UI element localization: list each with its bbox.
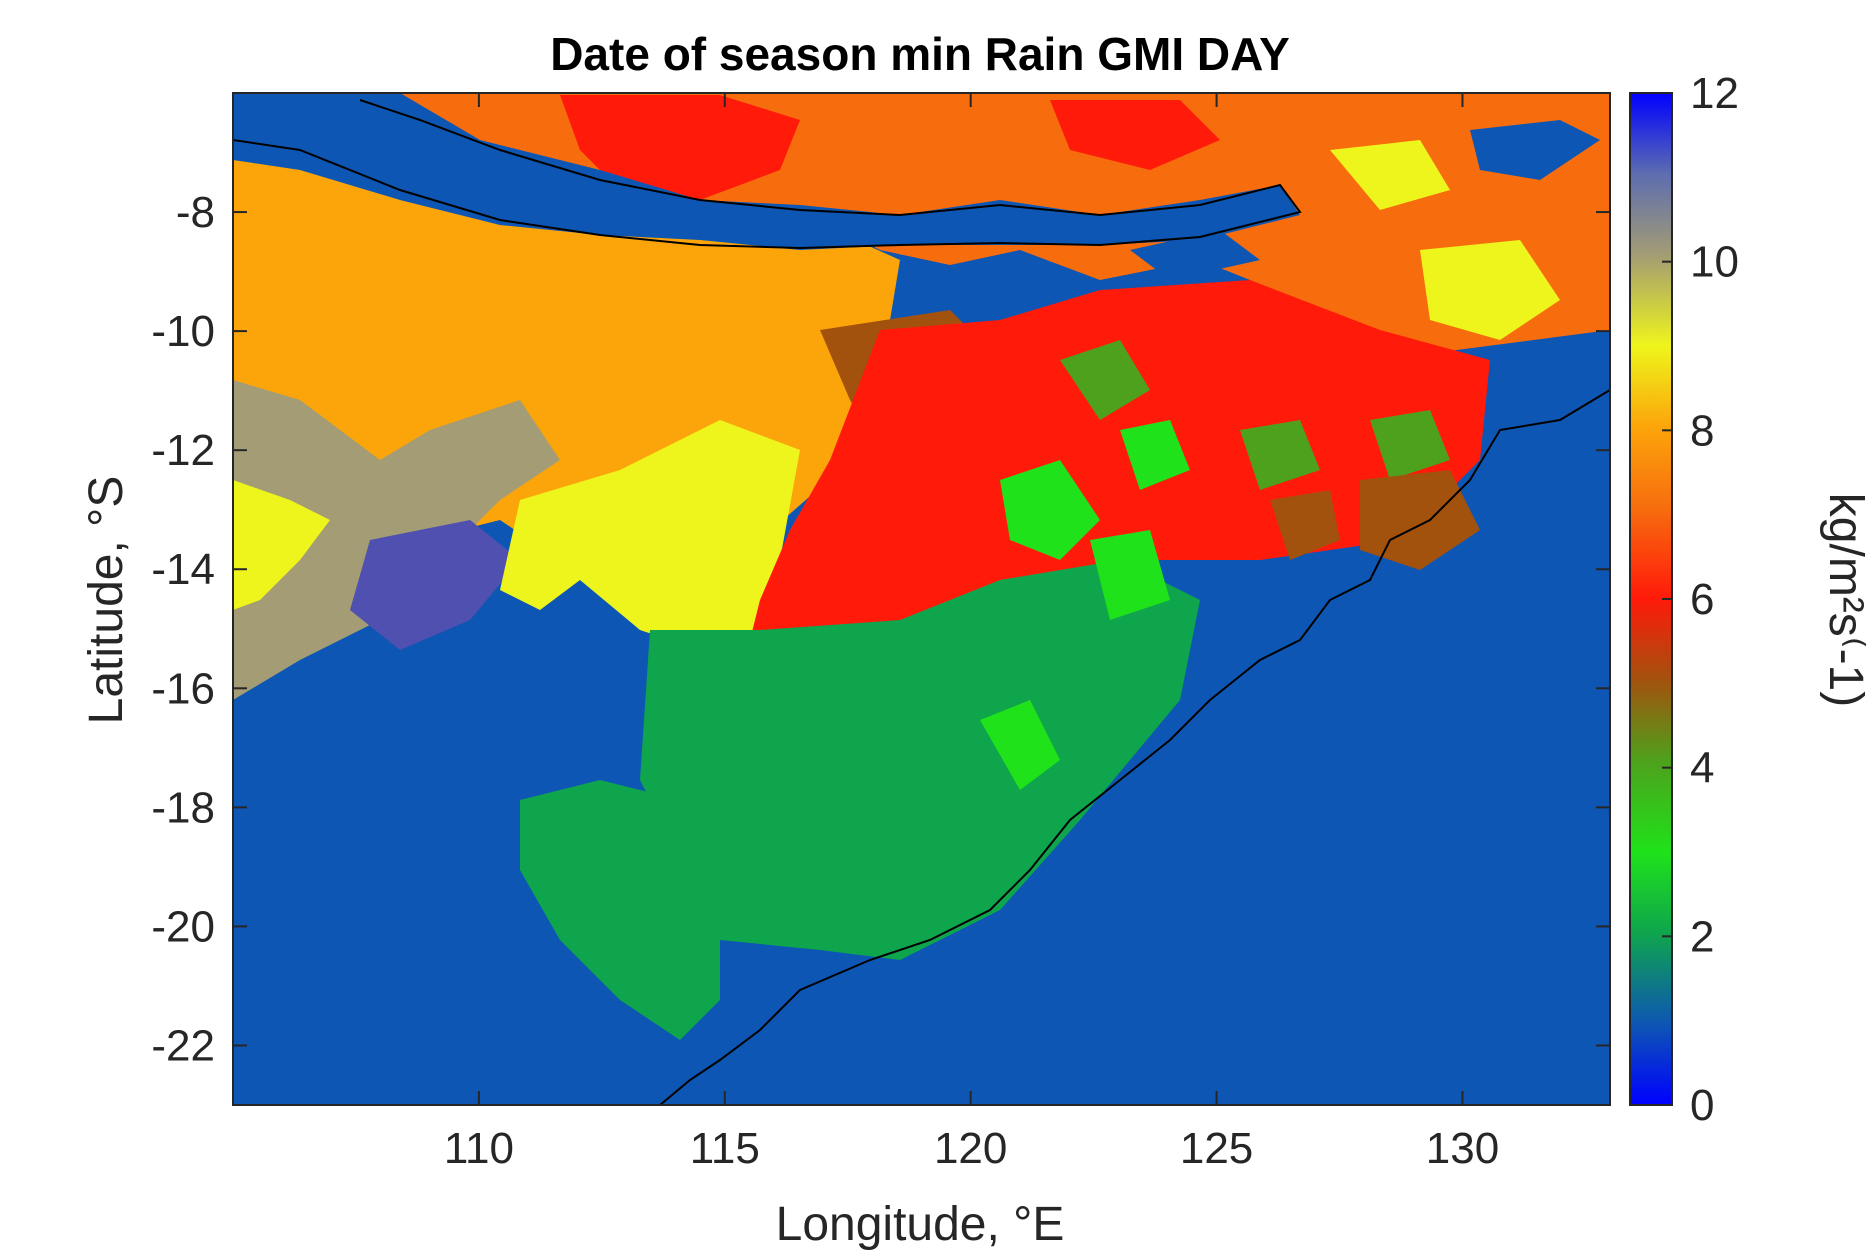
colorbar-tick-label: 10 [1690,238,1739,287]
colorbar-tick-label: 6 [1690,575,1714,624]
y-axis-label: Latitude, °S [80,476,133,725]
ne-yellow [1330,140,1560,340]
x-tick-label: 130 [1426,1124,1499,1173]
ne-sea-strip [1130,120,1600,280]
x-axis: 110 115 120 125 130 [444,93,1499,1173]
colorbar-ticks: 0 2 4 6 8 10 12 [1662,69,1739,1130]
coastline [659,389,1610,1105]
plot-frame [232,92,1611,1106]
sw-green [520,780,720,1040]
y-axis: -8 -10 -12 -14 -16 -18 -20 -22 [151,188,1610,1070]
x-tick-label: 115 [690,1124,760,1173]
chart-title: Date of season min Rain GMI DAY [550,28,1290,80]
y-tick-label: -18 [151,783,215,832]
colorbar-tick-label: 12 [1690,69,1739,118]
java-coastline [233,99,1302,250]
west-purple [350,520,520,650]
colorbar-label: kg/m²s⁽-1) [1819,493,1872,707]
x-axis-label: Longitude, °E [776,1198,1065,1250]
y-tick-label: -14 [151,545,215,594]
north-red-band [560,95,1220,200]
java-ocean-strip [233,93,1300,250]
west-yellow [233,480,330,610]
x-tick-label: 110 [444,1124,514,1173]
olive-patches [1060,340,1450,490]
colorbar-tick-label: 0 [1690,1081,1714,1130]
bright-green-patches [980,420,1190,790]
y-tick-label: -8 [176,188,215,237]
y-tick-label: -16 [151,664,215,713]
colorbar-tick-label: 8 [1690,406,1714,455]
y-tick-label: -12 [151,426,215,475]
y-tick-label: -10 [151,307,215,356]
colorbar-tick-label: 4 [1690,744,1714,793]
y-tick-label: -22 [151,1021,215,1070]
central-yellow-belt [500,420,800,650]
x-tick-label: 120 [934,1124,1007,1173]
colorbar-tick-label: 2 [1690,912,1714,961]
x-tick-label: 125 [1180,1124,1253,1173]
heatmap-field [233,93,1610,1105]
south-green [640,560,1200,960]
y-tick-label: -20 [151,902,215,951]
east-brown [1270,470,1480,570]
